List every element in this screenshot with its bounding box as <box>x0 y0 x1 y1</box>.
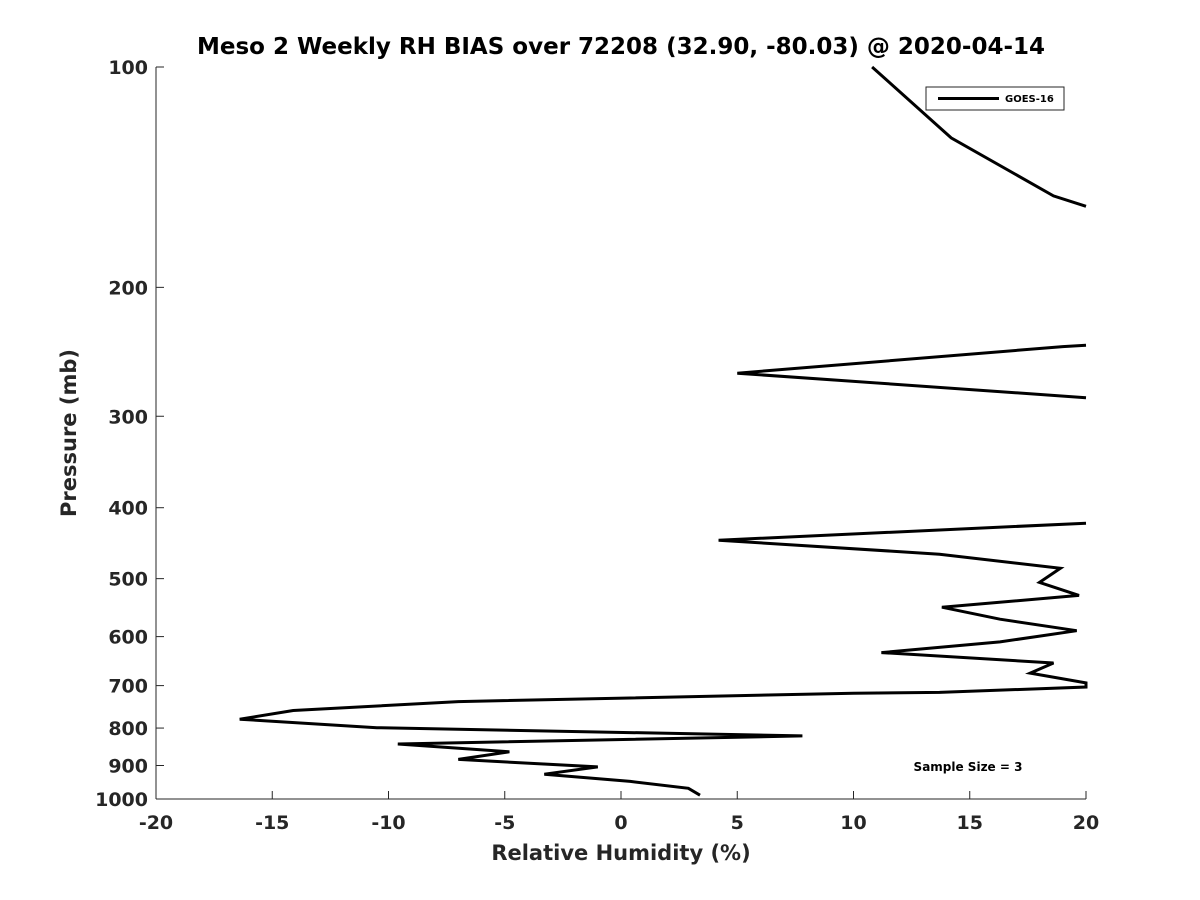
y-tick-label: 900 <box>108 756 148 778</box>
x-tick-label: 10 <box>840 812 866 834</box>
legend-entry-goes-16: GOES-16 <box>1005 94 1054 105</box>
series-line-segment <box>871 65 1087 208</box>
y-tick-label: 1000 <box>95 789 148 811</box>
series-line-segment <box>737 343 1087 400</box>
x-tick-label: -5 <box>494 812 515 834</box>
x-tick-label: -15 <box>255 812 289 834</box>
y-tick-label: 400 <box>108 498 148 520</box>
x-tick-label: 0 <box>614 812 627 834</box>
series-layer <box>239 65 1088 797</box>
y-tick-label: 200 <box>108 277 148 299</box>
sample-size-annotation: Sample Size = 3 <box>914 760 1023 774</box>
series-line-segment <box>239 521 1088 797</box>
y-tick-label: 700 <box>108 676 148 698</box>
y-ticks: 100 200 300 400 500 600 700 800 900 1000 <box>95 57 164 811</box>
y-tick-label: 600 <box>108 627 148 649</box>
x-tick-label: 20 <box>1073 812 1099 834</box>
x-tick-label: 5 <box>731 812 744 834</box>
x-tick-label: -10 <box>371 812 405 834</box>
chart-title: Meso 2 Weekly RH BIAS over 72208 (32.90,… <box>197 34 1045 60</box>
x-tick-label: -20 <box>139 812 173 834</box>
x-ticks: -20 -15 -10 -5 0 5 10 15 20 <box>139 791 1099 834</box>
y-tick-label: 800 <box>108 718 148 740</box>
y-axis-label: Pressure (mb) <box>57 349 81 517</box>
y-tick-label: 100 <box>108 57 148 79</box>
plot-area: -20 -15 -10 -5 0 5 10 15 20 100 200 300 400 500 600 70… <box>95 57 1099 834</box>
y-tick-label: 500 <box>108 569 148 591</box>
x-tick-label: 15 <box>957 812 983 834</box>
x-axis-label: Relative Humidity (%) <box>491 841 750 865</box>
legend: GOES-16 <box>925 86 1065 111</box>
y-tick-label: 300 <box>108 406 148 428</box>
